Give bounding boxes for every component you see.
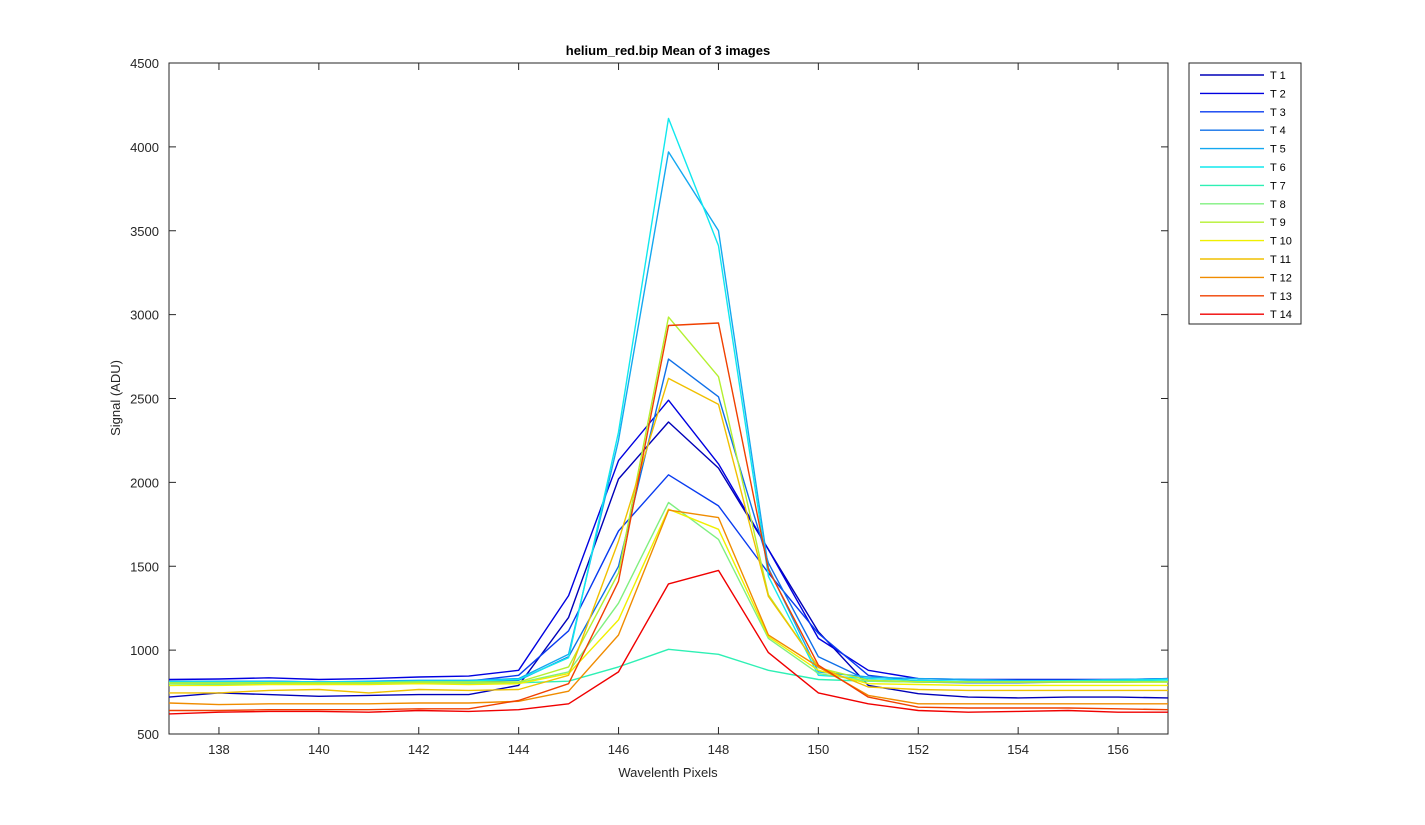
legend-label-t5: T 5: [1270, 144, 1286, 156]
series-line-t11: [169, 377, 1168, 694]
legend: T 1 T 2 T 3 T 4 T 5 T 6 T 7 T 8 T 9 T 10 T 11 T 12 T…: [1188, 62, 1302, 325]
legend-label-t9: T 9: [1270, 217, 1286, 229]
y-axis-label: Signal (ADU): [108, 360, 123, 436]
legend-label-t3: T 3: [1270, 107, 1286, 119]
legend-label-t11: T 11: [1270, 254, 1291, 266]
x-tick-label: 148: [708, 742, 730, 757]
legend-label-t14: T 14: [1270, 309, 1292, 321]
x-tick-label: 142: [408, 742, 430, 757]
x-tick-label: 146: [608, 742, 630, 757]
y-tick-label: 3000: [130, 308, 159, 323]
x-tick-label: 150: [807, 742, 829, 757]
x-axis-ticks: 138 140 142 144 146 148 150 152 154 156: [208, 63, 1129, 757]
series-line-t13: [169, 322, 1169, 712]
y-tick-label: 2000: [130, 475, 159, 490]
legend-label-t1: T 1: [1270, 70, 1286, 82]
x-axis-label: Wavelenth Pixels: [618, 765, 718, 780]
legend-label-t12: T 12: [1270, 272, 1292, 284]
x-tick-label: 138: [208, 742, 230, 757]
y-tick-label: 1000: [130, 643, 159, 658]
series-line-t6: [169, 117, 1169, 683]
series-line-t14: [168, 569, 1168, 715]
legend-label-t8: T 8: [1270, 199, 1286, 211]
legend-box: [1188, 62, 1302, 325]
x-tick-label: 144: [508, 742, 530, 757]
legend-label-t7: T 7: [1270, 180, 1286, 192]
x-tick-label: 152: [907, 742, 929, 757]
chart-title: helium_red.bip Mean of 3 images: [566, 43, 770, 58]
y-tick-label: 4000: [130, 140, 159, 155]
y-tick-label: 3500: [130, 224, 159, 239]
y-tick-label: 2500: [130, 392, 159, 407]
plot-area: [168, 62, 1169, 735]
axes-frame: [168, 62, 1169, 735]
y-tick-label: 4500: [130, 56, 159, 71]
series-line-t9: [169, 316, 1168, 684]
legend-label-t10: T 10: [1270, 236, 1292, 248]
legend-label-t13: T 13: [1270, 291, 1292, 303]
y-axis-ticks: 500 1000 1500 2000 2500 3000 3500 4000 4500: [130, 56, 1168, 742]
series-lines: [168, 117, 1169, 715]
series-line-t12: [168, 509, 1168, 706]
y-tick-label: 1500: [130, 559, 159, 574]
legend-label-t4: T 4: [1270, 125, 1286, 137]
legend-label-t2: T 2: [1270, 88, 1286, 100]
series-line-t10: [169, 508, 1168, 687]
x-tick-label: 140: [308, 742, 330, 757]
legend-label-t6: T 6: [1270, 162, 1286, 174]
x-tick-label: 156: [1107, 742, 1129, 757]
x-tick-label: 154: [1007, 742, 1029, 757]
series-line-t1: [168, 421, 1169, 699]
y-tick-label: 500: [137, 727, 159, 742]
